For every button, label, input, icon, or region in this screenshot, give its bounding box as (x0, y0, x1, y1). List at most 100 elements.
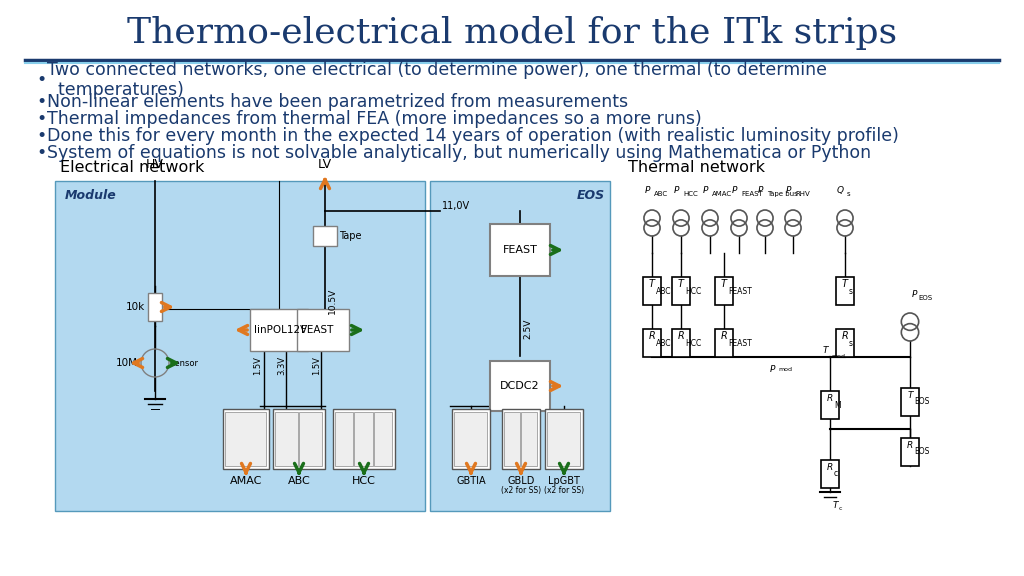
Text: FEAST: FEAST (728, 339, 752, 347)
Bar (547, 412, 580, 466)
Text: M: M (834, 400, 841, 410)
Text: FEAST: FEAST (301, 325, 334, 335)
Bar (504, 412, 520, 466)
Text: P: P (644, 186, 649, 195)
Text: ABC: ABC (288, 476, 310, 486)
Text: s: s (847, 191, 851, 197)
Text: 1.5V: 1.5V (312, 356, 322, 375)
Text: s: s (849, 286, 853, 295)
Text: EOS: EOS (918, 295, 932, 301)
Bar (672, 277, 690, 305)
Text: R: R (907, 441, 913, 450)
Text: System of equations is not solvable analytically, but numerically using Mathemat: System of equations is not solvable anal… (47, 144, 871, 162)
Text: P: P (785, 186, 791, 195)
Text: R: R (826, 394, 834, 403)
Text: EOS: EOS (914, 448, 930, 457)
Text: Q: Q (837, 186, 844, 195)
Text: T: T (833, 502, 839, 510)
Text: T: T (842, 279, 848, 289)
Text: FEAST: FEAST (503, 245, 538, 255)
Bar (297, 309, 349, 351)
Bar (55, 181, 425, 511)
Bar (299, 412, 322, 466)
Bar (275, 412, 298, 466)
Bar (250, 309, 308, 351)
Text: mod: mod (778, 367, 792, 372)
Bar (672, 329, 690, 357)
Text: R: R (826, 463, 834, 472)
Text: 1.5V: 1.5V (254, 356, 262, 375)
Text: (x2 for SS): (x2 for SS) (544, 487, 584, 495)
Text: T: T (822, 346, 828, 355)
Text: •: • (36, 93, 46, 111)
Text: •: • (36, 127, 46, 145)
Text: 10.5V: 10.5V (328, 288, 337, 314)
Text: EOS: EOS (577, 189, 605, 202)
Bar (430, 181, 610, 511)
Bar (454, 412, 487, 466)
Text: s: s (849, 339, 853, 347)
Bar (354, 412, 373, 466)
Text: RHV: RHV (795, 191, 810, 197)
Text: T: T (649, 279, 655, 289)
Bar (821, 391, 839, 419)
Text: FEAST: FEAST (741, 191, 763, 197)
Bar (715, 277, 733, 305)
Text: LV: LV (317, 158, 332, 171)
Text: ABC: ABC (656, 339, 672, 347)
Bar (502, 409, 540, 469)
Text: 10k: 10k (126, 302, 145, 312)
Text: AMAC: AMAC (712, 191, 732, 197)
Text: Non-linear elements have been parametrized from measurements: Non-linear elements have been parametriz… (47, 93, 628, 111)
Text: FEAST: FEAST (728, 286, 752, 295)
Text: ABC: ABC (656, 286, 672, 295)
Bar (643, 277, 662, 305)
Text: DCDC2: DCDC2 (500, 381, 540, 391)
Text: HCC: HCC (685, 339, 701, 347)
Bar (490, 361, 550, 411)
Bar (273, 409, 325, 469)
Bar (313, 226, 337, 246)
Text: HCC: HCC (352, 476, 376, 486)
Text: T: T (907, 391, 912, 400)
Text: HCC: HCC (685, 286, 701, 295)
Text: R: R (678, 331, 684, 341)
Bar (643, 329, 662, 357)
Bar (148, 293, 162, 321)
Text: Tape bus: Tape bus (767, 191, 798, 197)
Bar (333, 409, 395, 469)
Text: 11,0V: 11,0V (442, 201, 470, 211)
Text: R: R (648, 331, 655, 341)
Bar (836, 277, 854, 305)
Text: Thermo-electrical model for the ITk strips: Thermo-electrical model for the ITk stri… (127, 16, 897, 50)
Text: HV: HV (146, 158, 164, 171)
Bar (374, 412, 392, 466)
Text: GBTIA: GBTIA (456, 476, 485, 486)
Bar (821, 460, 839, 488)
Bar (223, 409, 269, 469)
Bar (836, 329, 854, 357)
Bar (545, 409, 583, 469)
Text: P: P (731, 186, 736, 195)
Text: EOS: EOS (914, 397, 930, 407)
Text: Module: Module (65, 189, 117, 202)
Bar (225, 412, 266, 466)
Text: c: c (839, 506, 843, 510)
Bar (901, 438, 919, 466)
Text: GBLD: GBLD (507, 476, 535, 486)
Bar (715, 329, 733, 357)
Text: •: • (36, 144, 46, 162)
Text: Two connected networks, one electrical (to determine power), one thermal (to det: Two connected networks, one electrical (… (47, 60, 827, 100)
Text: P: P (912, 290, 918, 299)
Text: sensor: sensor (171, 358, 199, 367)
Bar (335, 412, 353, 466)
Text: Tape: Tape (339, 231, 361, 241)
Text: P: P (674, 186, 679, 195)
Text: Done this for every month in the expected 14 years of operation (with realistic : Done this for every month in the expecte… (47, 127, 899, 145)
Text: Thermal impedances from thermal FEA (more impedances so a more runs): Thermal impedances from thermal FEA (mor… (47, 110, 701, 128)
Text: LpGBT: LpGBT (548, 476, 580, 486)
Bar (521, 412, 537, 466)
Text: Electrical network: Electrical network (60, 161, 205, 176)
Text: linPOL12V: linPOL12V (254, 325, 307, 335)
Text: T: T (721, 279, 727, 289)
